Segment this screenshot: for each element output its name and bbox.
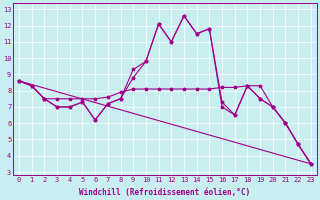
X-axis label: Windchill (Refroidissement éolien,°C): Windchill (Refroidissement éolien,°C) — [79, 188, 251, 197]
